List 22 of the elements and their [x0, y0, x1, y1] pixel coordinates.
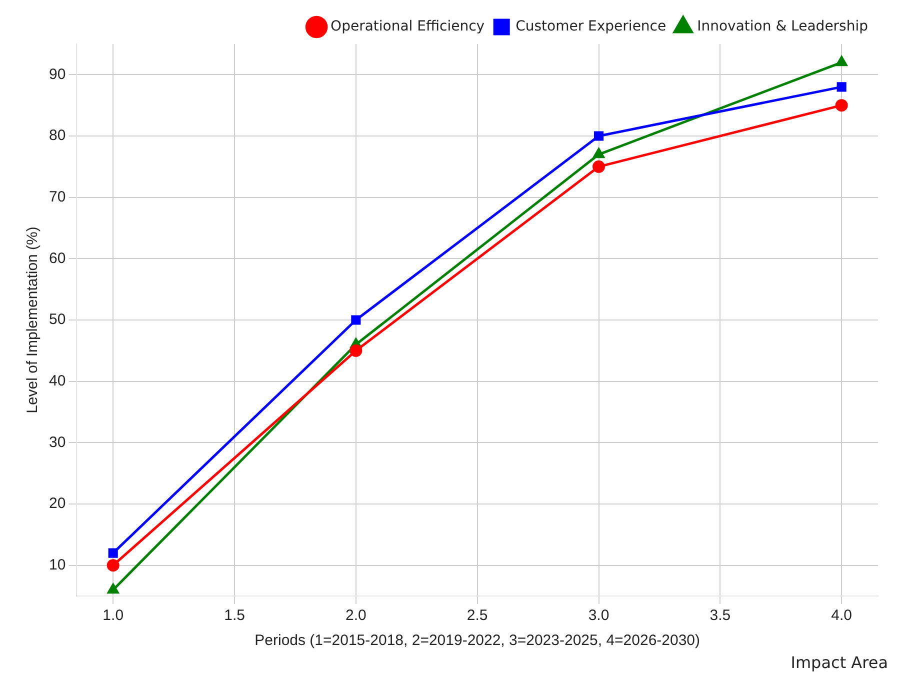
x-tick-label: 1.0: [102, 607, 124, 624]
x-tick-label: 2.0: [346, 607, 366, 624]
y-tick-label: 40: [48, 372, 66, 390]
x-tick-label: 2.5: [466, 607, 488, 624]
legend-label: Innovation & Leadership: [697, 18, 868, 35]
y-tick-label: 60: [48, 250, 66, 267]
y-tick-label: 10: [48, 556, 66, 574]
x-tick-label: 3.0: [588, 607, 610, 624]
x-tick-label: 4.0: [831, 607, 852, 624]
x-tick-label: 1.5: [224, 607, 245, 624]
x-axis-title: Periods (1=2015-2018, 2=2019-2022, 3=2023-2025, 4=2026-2030): [254, 632, 700, 650]
y-axis-title: Level of Implementation (%): [24, 226, 42, 414]
y-tick-label: 70: [48, 188, 66, 206]
legend-label: Customer Experience: [516, 18, 666, 35]
y-tick-label: 50: [48, 311, 66, 328]
y-tick-label: 80: [48, 127, 66, 144]
y-tick-label: 90: [48, 66, 66, 83]
y-tick-label: 20: [48, 495, 66, 512]
text: Impact Area: [790, 653, 888, 672]
legend-label: Operational Efficiency: [330, 18, 485, 35]
x-tick-label: 3.5: [710, 607, 731, 624]
y-tick-label: 30: [48, 434, 66, 451]
